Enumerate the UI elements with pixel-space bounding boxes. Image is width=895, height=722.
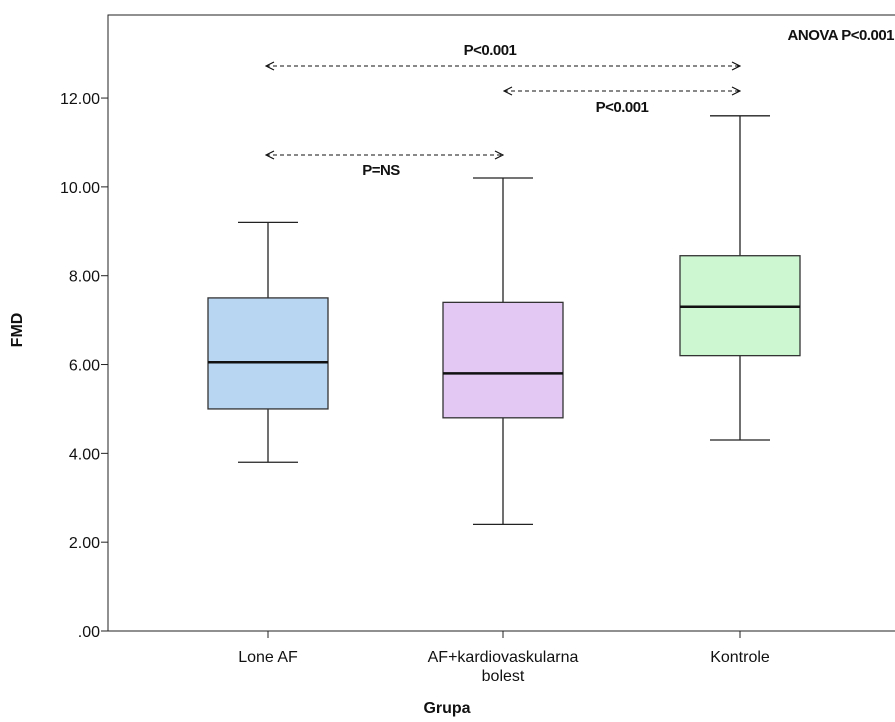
annotation: P=NS [362,162,400,179]
box [442,301,564,419]
annotation: P<0.001 [464,42,517,59]
y-axis-label: FMD [9,313,26,348]
x-axis-label: Grupa [423,700,470,717]
y-tick-label: 10.00 [60,180,100,197]
x-tick-label: AF+kardiovaskularna bolest [427,649,579,685]
annotation: P<0.001 [596,99,649,116]
y-tick-label: 4.00 [69,446,100,463]
annotation: ANOVA P<0.001 [788,27,895,44]
y-tick-label: 2.00 [69,535,100,552]
x-tick-label: Lone AF [238,649,298,666]
plot-frame [107,14,895,632]
y-tick-label: 8.00 [69,269,100,286]
x-tick-label: Kontrole [710,649,770,666]
box [207,297,329,410]
y-tick-label: 6.00 [69,358,100,375]
y-tick-label: .00 [78,624,100,641]
y-tick-label: 12.00 [60,91,100,108]
